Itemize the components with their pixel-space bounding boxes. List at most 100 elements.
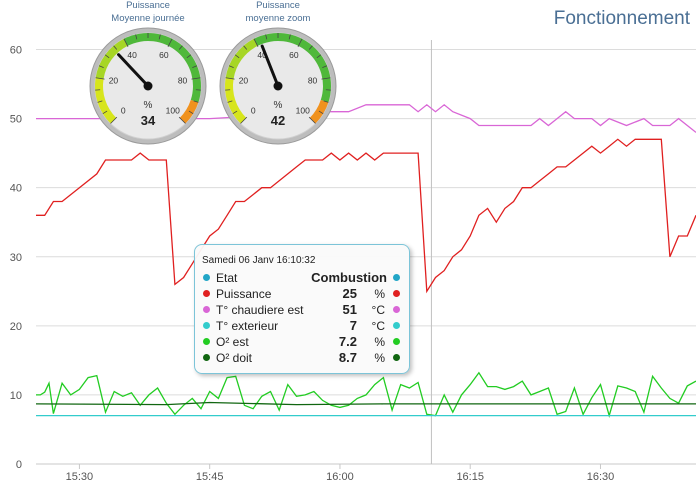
tooltip-timestamp: Samedi 06 Janv 16:10:32 bbox=[202, 255, 316, 266]
tooltip-value: 7.2 bbox=[338, 334, 357, 349]
gauge-unit: % bbox=[274, 100, 283, 111]
gauge-band-good bbox=[123, 33, 201, 103]
tooltip-row: Puissance 25% bbox=[195, 286, 409, 302]
gauge-tick bbox=[113, 45, 118, 50]
tooltip-row: O² est 7.2% bbox=[195, 334, 409, 350]
y-tick-label: 50 bbox=[10, 114, 22, 126]
series-marker-icon bbox=[203, 322, 210, 329]
series-marker-icon bbox=[393, 306, 400, 313]
y-tick-label: 20 bbox=[10, 321, 22, 333]
gauge-tick bbox=[308, 116, 316, 124]
series-marker-icon bbox=[393, 274, 400, 281]
tooltip-value: 51 bbox=[342, 302, 357, 317]
series-marker-icon bbox=[393, 322, 400, 329]
page-title: Fonctionnement bbox=[553, 8, 690, 29]
gauge-band-low bbox=[95, 77, 117, 124]
x-tick-label: 15:30 bbox=[66, 471, 94, 483]
series-marker-icon bbox=[393, 354, 400, 361]
gauge-2: Puissance moyenne zoom 0 20 40 60 80 100% 42 bbox=[219, 0, 337, 145]
gauge-pivot bbox=[143, 81, 153, 91]
y-tick-label: 30 bbox=[10, 252, 22, 264]
gauge-tick-label: 0 bbox=[251, 106, 256, 116]
gauge-title-line2: Moyenne journée bbox=[111, 13, 184, 24]
series-group bbox=[35, 103, 696, 418]
gauge-tick bbox=[191, 77, 201, 80]
gauge-band-good bbox=[253, 33, 331, 103]
gauge-band-high bbox=[179, 99, 199, 124]
tooltip-unit: % bbox=[374, 351, 385, 365]
gauge-tick bbox=[98, 65, 104, 69]
tooltip-label: T° exterieur bbox=[216, 319, 279, 333]
tooltip-label: O² doit bbox=[216, 351, 253, 365]
gauge-band-mid bbox=[95, 38, 128, 79]
gauge-tick bbox=[95, 77, 105, 80]
series-line-o2_est bbox=[36, 371, 696, 418]
tooltip-label: T° chaudiere est bbox=[216, 303, 304, 317]
tooltip-rows: Etat Combustion Puissance 25% T° chaudiere e… bbox=[195, 270, 409, 366]
x-tick-label: 16:30 bbox=[587, 471, 615, 483]
gauge-tick bbox=[265, 34, 268, 40]
gauge-tick-label: 100 bbox=[296, 106, 310, 116]
tooltip-unit: % bbox=[374, 287, 385, 301]
gauge-needle bbox=[117, 53, 150, 88]
series-marker-icon bbox=[203, 354, 210, 361]
data-tooltip: Samedi 06 Janv 16:10:32 Etat Combustion Pu… bbox=[194, 244, 410, 374]
gauge-tick bbox=[188, 110, 194, 115]
tooltip-row: O² doit 8.7% bbox=[195, 350, 409, 366]
gauge-tick bbox=[225, 77, 235, 80]
gauge-tick-label: 80 bbox=[308, 76, 318, 86]
tooltip-label: Puissance bbox=[216, 287, 272, 301]
tooltip-unit: °C bbox=[371, 303, 385, 317]
series-marker-icon bbox=[393, 338, 400, 345]
gauge-tick-label: 60 bbox=[159, 50, 169, 60]
tooltip-label: O² est bbox=[216, 335, 249, 349]
tooltip-row: Etat Combustion bbox=[195, 270, 409, 286]
y-axis: 0 10 20 30 40 50 60 bbox=[10, 45, 22, 472]
x-tick-label: 16:15 bbox=[456, 471, 484, 483]
gauge-tick bbox=[102, 110, 108, 115]
gauge-tick bbox=[192, 65, 198, 69]
gauge-needle bbox=[260, 44, 280, 88]
gauge-title-line1: Puissance bbox=[256, 0, 300, 11]
y-tick-label: 60 bbox=[10, 45, 22, 57]
x-tick-label: 16:00 bbox=[326, 471, 354, 483]
gauge-tick bbox=[228, 65, 234, 69]
gauge-title-line2: moyenne zoom bbox=[246, 13, 311, 24]
tooltip-value: 8.7 bbox=[338, 350, 357, 365]
gauge-band-mid bbox=[225, 38, 258, 79]
gauge-band-high bbox=[309, 99, 329, 124]
gauge-tick-label: 20 bbox=[109, 76, 119, 86]
gauge-value: 42 bbox=[271, 113, 285, 128]
series-marker-icon bbox=[203, 290, 210, 297]
x-axis: 15:30 15:45 16:00 16:15 16:30 bbox=[36, 463, 696, 483]
gauge-tick bbox=[135, 34, 138, 40]
series-line-o2_doit bbox=[35, 401, 696, 406]
gauge-tick-label: 100 bbox=[166, 106, 180, 116]
gauge-tick bbox=[193, 100, 199, 103]
y-tick-label: 40 bbox=[10, 183, 22, 195]
gauge-tick bbox=[110, 116, 118, 124]
gauge-tick-label: 40 bbox=[127, 50, 137, 60]
gauge-tick-label: 80 bbox=[178, 76, 188, 86]
gauge-tick-label: 20 bbox=[239, 76, 249, 86]
tooltip-label: Etat bbox=[216, 271, 238, 285]
gauge-tick bbox=[97, 100, 103, 103]
gauge-tick bbox=[243, 45, 248, 50]
gauge-tick bbox=[232, 110, 238, 115]
gauge-title-line1: Puissance bbox=[126, 0, 170, 11]
gauge-tick bbox=[178, 45, 183, 50]
gauge-tick bbox=[234, 54, 240, 59]
gauge-tick-label: 60 bbox=[289, 50, 299, 60]
y-tick-label: 0 bbox=[16, 459, 22, 471]
gauge-band-low bbox=[224, 77, 247, 124]
gauge-unit: % bbox=[144, 100, 153, 111]
gauge-tick bbox=[123, 38, 129, 47]
gauge-tick bbox=[318, 110, 324, 115]
tooltip-value: 25 bbox=[342, 286, 357, 301]
series-marker-icon bbox=[393, 290, 400, 297]
gauge-tick bbox=[167, 38, 173, 47]
series-line-puissance bbox=[36, 138, 696, 294]
gauge-tick bbox=[240, 116, 248, 124]
